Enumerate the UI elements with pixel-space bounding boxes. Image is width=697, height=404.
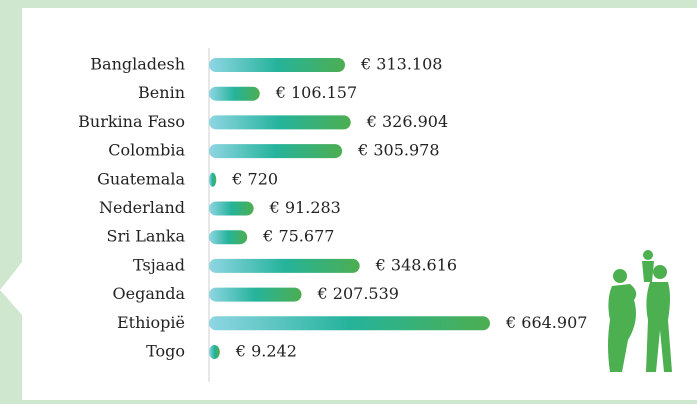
page: Bangladesh € 313.108 Benin € 106.157 Burkina… (0, 0, 697, 400)
bar (209, 316, 490, 330)
value-label: € 326.904 (366, 112, 448, 131)
category-label: Burkina Faso (78, 112, 185, 131)
bar (209, 87, 260, 101)
bar (209, 259, 360, 273)
bar (209, 115, 351, 129)
value-label: € 75.677 (262, 227, 334, 246)
category-label: Tsjaad (133, 255, 185, 274)
category-label: Togo (146, 342, 185, 361)
category-label: Nederland (99, 198, 185, 217)
category-label: Sri Lanka (106, 227, 185, 246)
category-label: Guatemala (97, 169, 185, 188)
category-label: Bangladesh (90, 55, 185, 74)
category-label: Oeganda (113, 284, 186, 303)
value-label: € 207.539 (317, 284, 399, 303)
category-label: Benin (138, 83, 185, 102)
category-label: Colombia (108, 141, 185, 160)
value-label: € 348.616 (375, 255, 457, 274)
value-label: € 305.978 (357, 141, 439, 160)
value-label: € 664.907 (505, 313, 587, 332)
category-label: Ethiopië (117, 313, 185, 332)
chart: Bangladesh € 313.108 Benin € 106.157 Burkina… (0, 0, 697, 400)
value-label: € 720 (231, 169, 278, 188)
bar (209, 58, 345, 72)
value-label: € 106.157 (275, 83, 357, 102)
bar (209, 288, 302, 302)
value-label: € 9.242 (235, 342, 297, 361)
value-label: € 91.283 (269, 198, 341, 217)
value-label: € 313.108 (360, 55, 442, 74)
bar (209, 144, 342, 158)
